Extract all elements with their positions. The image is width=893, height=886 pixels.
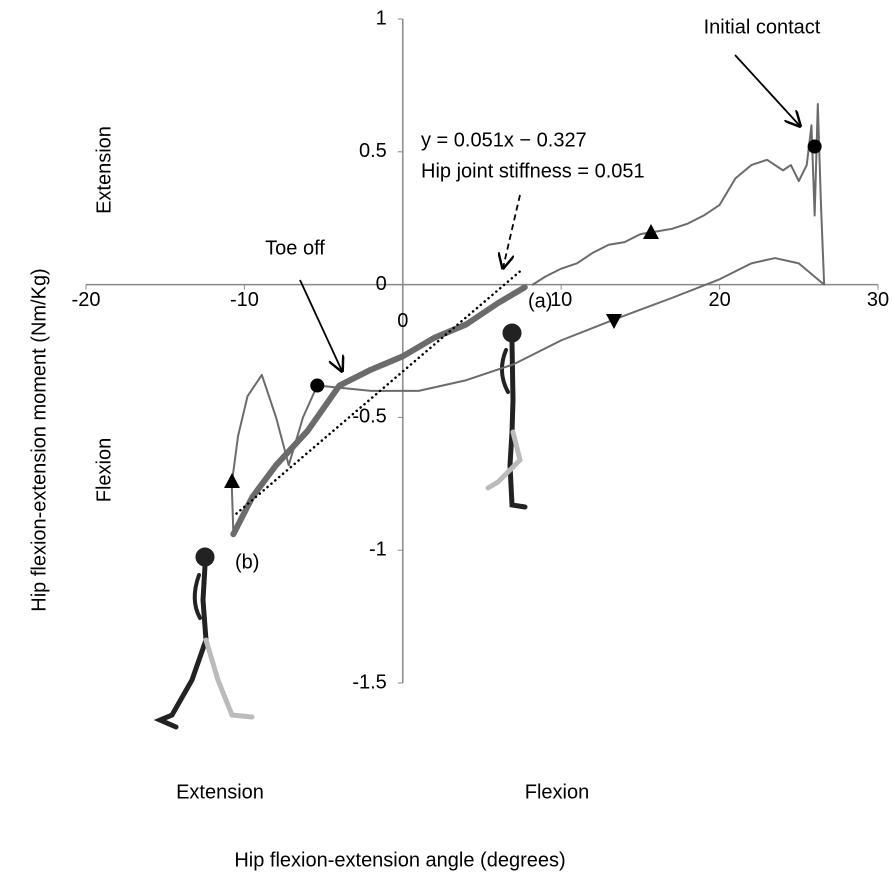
- x-direction-label: Flexion: [525, 781, 589, 803]
- arrow: [734, 54, 800, 126]
- x-axis-label: Hip flexion-extension angle (degrees): [234, 849, 565, 871]
- direction-arrow: [224, 473, 240, 488]
- annotation: Toe off: [265, 237, 325, 259]
- y-tick-label: 0: [376, 273, 387, 295]
- y-direction-label: Flexion: [93, 438, 115, 502]
- annotation: Hip joint stiffness = 0.051: [421, 160, 645, 182]
- y-axis-label: Hip flexion-extension moment (Nm/Kg): [28, 268, 50, 611]
- annotation: Initial contact: [704, 16, 821, 38]
- plot-area: 1 0.5 0 -0.5 -1 -1.5 -20 -10 0 10 20 30: [72, 7, 890, 693]
- y-tick-label: -1.5: [352, 671, 386, 693]
- skeleton-b: [153, 547, 255, 730]
- y-tick-label: -0.5: [352, 406, 386, 428]
- data-line: [235, 270, 522, 515]
- event-marker: [310, 378, 325, 393]
- x-tick-label: -10: [230, 289, 259, 311]
- x-tick-label: 30: [867, 289, 889, 311]
- x-tick-label: 20: [708, 289, 730, 311]
- data-line: [230, 102, 826, 533]
- direction-arrow: [606, 314, 622, 329]
- annotation: (a): [528, 290, 552, 312]
- data-line: [230, 284, 528, 538]
- y-tick-label: 1: [376, 7, 387, 29]
- direction-arrow: [643, 224, 659, 239]
- y-tick-label: 0.5: [359, 140, 387, 162]
- x-tick-label: 0: [397, 310, 408, 332]
- y-direction-label: Extension: [93, 126, 115, 214]
- annotation: y = 0.051x − 0.327: [421, 129, 587, 151]
- arrow: [299, 279, 342, 371]
- event-marker: [807, 139, 822, 154]
- x-direction-label: Extension: [176, 781, 264, 803]
- x-tick-label: 10: [550, 289, 572, 311]
- annotation: (b): [235, 551, 259, 573]
- x-tick-label: -20: [72, 289, 101, 311]
- skeleton-a: [485, 323, 528, 510]
- arrow: [503, 194, 521, 268]
- y-tick-label: -1: [369, 538, 387, 560]
